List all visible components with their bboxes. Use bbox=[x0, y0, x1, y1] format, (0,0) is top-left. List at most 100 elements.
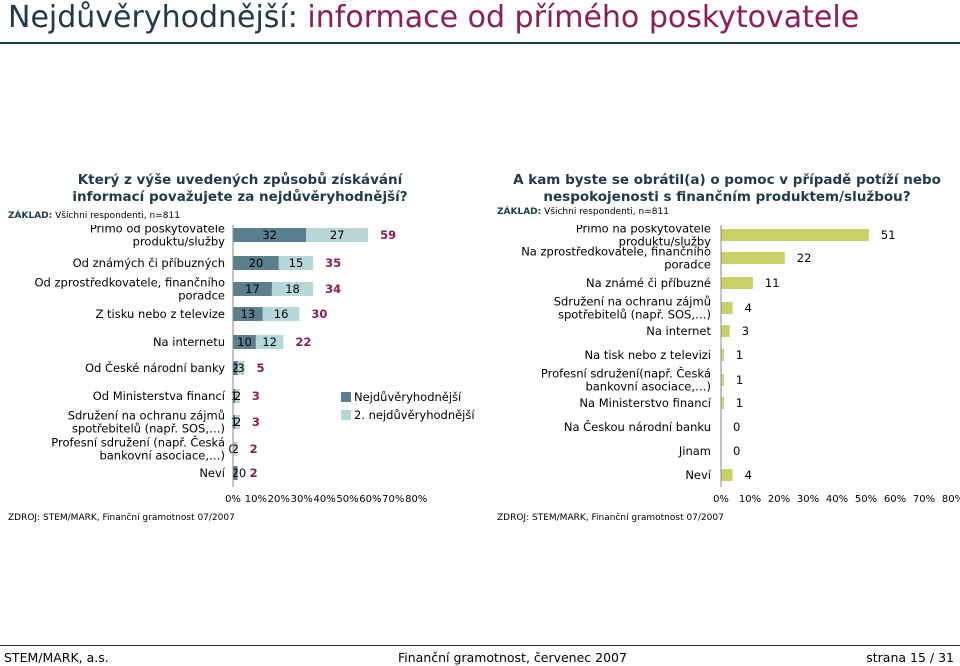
data-label: 2 bbox=[232, 442, 239, 456]
right-base-label: ZÁKLAD: bbox=[497, 207, 542, 217]
bar-segment bbox=[233, 442, 238, 456]
category-label: Na internet bbox=[646, 324, 711, 338]
category-label: Sdružení na ochranu zájmů bbox=[554, 295, 711, 309]
right-base-note: ZÁKLAD: Všichni respondenti, n=811 bbox=[497, 207, 669, 218]
x-tick-label: 20% bbox=[268, 494, 290, 505]
left-base-note: ZÁKLAD: Všichni respondenti, n=811 bbox=[8, 211, 180, 222]
bar bbox=[721, 229, 869, 241]
bar-segment bbox=[255, 335, 284, 349]
category-label: Z tisku nebo z televize bbox=[96, 307, 226, 321]
data-label: 1 bbox=[230, 389, 237, 403]
total-label: 3 bbox=[252, 389, 260, 403]
category-label: Na tisk nebo z televizi bbox=[585, 348, 711, 362]
data-label: 17 bbox=[245, 282, 260, 296]
category-label: Jinam bbox=[678, 444, 711, 458]
category-label: Od známých či příbuzných bbox=[73, 256, 225, 270]
data-label: 20 bbox=[249, 256, 264, 270]
bar bbox=[721, 277, 753, 289]
category-label: bankovní asociace,…) bbox=[99, 449, 225, 463]
category-label: bankovní asociace,…) bbox=[585, 380, 711, 394]
total-label: 34 bbox=[325, 282, 341, 296]
bar bbox=[721, 302, 733, 314]
category-label: Neví bbox=[199, 466, 225, 480]
data-label: 12 bbox=[262, 335, 277, 349]
data-label: 1 bbox=[736, 396, 743, 410]
total-label: 2 bbox=[250, 466, 258, 480]
bar bbox=[721, 397, 724, 409]
bar bbox=[721, 325, 730, 337]
bar-segment bbox=[233, 415, 236, 429]
bar bbox=[721, 349, 724, 361]
x-tick-label: 60% bbox=[884, 494, 906, 505]
data-label: 11 bbox=[765, 276, 780, 290]
data-label: 0 bbox=[228, 442, 235, 456]
x-tick-label: 80% bbox=[942, 494, 960, 505]
bar-segment bbox=[233, 466, 238, 480]
footer-page-number: strana 15 / 31 bbox=[866, 650, 954, 665]
legend-entry: Nejdůvěryhodnější bbox=[354, 390, 462, 404]
data-label: 18 bbox=[285, 282, 300, 296]
legend-swatch bbox=[341, 392, 351, 402]
total-label: 2 bbox=[250, 442, 258, 456]
category-label: produktu/služby bbox=[133, 235, 226, 249]
data-label: 3 bbox=[237, 361, 244, 375]
data-label: 10 bbox=[237, 335, 252, 349]
data-label: 1 bbox=[736, 348, 743, 362]
footer-study: Finanční gramotnost, červenec 2007 bbox=[398, 650, 627, 665]
page-title: Nejdůvěryhodnější: informace od přímého … bbox=[8, 0, 859, 36]
right-base-text: Všichni respondenti, n=811 bbox=[541, 207, 669, 217]
category-label: poradce bbox=[178, 289, 225, 303]
x-tick-label: 30% bbox=[291, 494, 313, 505]
data-label: 1 bbox=[230, 415, 237, 429]
bar-segment bbox=[233, 361, 238, 375]
data-label: 22 bbox=[797, 251, 812, 265]
total-label: 22 bbox=[295, 335, 311, 349]
category-label: spotřebitelů (např. SOS,…) bbox=[558, 308, 711, 322]
left-chart-question: Který z výše uvedených způsobů získávání… bbox=[72, 172, 408, 205]
x-tick-label: 60% bbox=[359, 494, 381, 505]
data-label: 3 bbox=[742, 324, 749, 338]
data-label: 2 bbox=[232, 466, 239, 480]
category-label: Profesní sdružení (např. Česká bbox=[51, 435, 225, 450]
title-divider bbox=[0, 42, 960, 44]
bar-segment bbox=[235, 389, 240, 403]
bar-segment bbox=[306, 228, 369, 242]
data-label: 0 bbox=[733, 420, 740, 434]
total-label: 3 bbox=[252, 415, 260, 429]
category-label: Profesní sdružení(např. Česká bbox=[541, 366, 711, 381]
x-tick-label: 40% bbox=[826, 494, 848, 505]
data-label: 2 bbox=[232, 361, 239, 375]
x-tick-label: 10% bbox=[245, 494, 267, 505]
category-label: Neví bbox=[685, 468, 711, 482]
bar-segment bbox=[278, 256, 314, 270]
x-tick-label: 40% bbox=[313, 494, 335, 505]
data-label: 4 bbox=[745, 468, 752, 482]
data-label: 1 bbox=[736, 373, 743, 387]
page-title-part2: informace od přímého poskytovatele bbox=[297, 0, 860, 35]
left-source-note: ZDROJ: STEM/MARK, Finanční gramotnost 07… bbox=[8, 513, 235, 523]
category-label: poradce bbox=[664, 258, 711, 272]
footer-company: STEM/MARK, a.s. bbox=[4, 650, 109, 665]
data-label: 4 bbox=[745, 301, 752, 315]
x-tick-label: 0% bbox=[713, 494, 729, 505]
category-label: produktu/služby bbox=[619, 235, 712, 249]
data-label: 32 bbox=[262, 228, 277, 242]
right-chart-question: A kam byste se obrátil(a) o pomoc v příp… bbox=[513, 172, 941, 205]
total-label: 35 bbox=[325, 256, 341, 270]
bar-segment bbox=[262, 307, 300, 321]
x-tick-label: 70% bbox=[382, 494, 404, 505]
x-tick-label: 50% bbox=[855, 494, 877, 505]
left-base-label: ZÁKLAD: bbox=[8, 211, 53, 221]
x-tick-label: 80% bbox=[405, 494, 427, 505]
category-label: Na zprostředkovatele, finančního bbox=[521, 245, 711, 259]
category-label: Od České národní banky bbox=[85, 360, 225, 375]
bar-segment bbox=[233, 282, 272, 296]
bar-segment bbox=[235, 415, 240, 429]
category-label: Přímo od poskytovatele bbox=[90, 225, 225, 236]
data-label: 16 bbox=[274, 307, 289, 321]
category-label: Od Ministerstva financí bbox=[93, 389, 226, 403]
bar-segment bbox=[233, 389, 236, 403]
data-label: 0 bbox=[239, 466, 246, 480]
